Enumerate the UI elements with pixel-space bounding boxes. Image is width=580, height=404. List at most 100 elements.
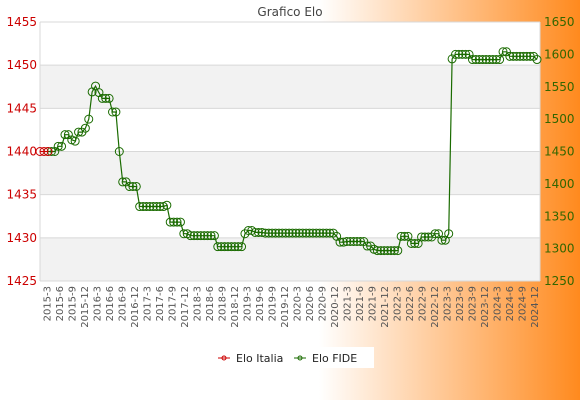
series-elo-fide-point: [471, 55, 481, 65]
series-elo-fide-point: [488, 55, 498, 65]
series-elo-fide-point: [121, 177, 131, 187]
series-elo-fide-point: [529, 51, 539, 61]
series-elo-fide-point: [57, 141, 67, 151]
series-elo-fide-point: [243, 225, 253, 235]
series-elo-fide-point: [60, 130, 70, 140]
right-tick-label: 1600: [544, 47, 575, 61]
series-elo-fide-point: [172, 217, 182, 227]
series-elo-fide-point: [233, 242, 243, 252]
series-elo-fide-point: [315, 228, 325, 238]
x-tick-label: 2024-12: [530, 286, 541, 328]
series-elo-fide-point: [349, 237, 359, 247]
x-tick-label: 2018-6: [205, 286, 216, 321]
series-elo-fide-point: [430, 229, 440, 239]
series-elo-fide-point: [342, 237, 352, 247]
series-elo-fide-point: [318, 228, 328, 238]
series-elo-fide-point: [271, 228, 281, 238]
series-elo-fide-point: [250, 227, 260, 237]
series-elo-fide-point: [355, 237, 365, 247]
x-tick-label: 2024-9: [517, 286, 528, 321]
series-elo-fide-point: [277, 228, 287, 238]
series-elo-fide-point: [53, 141, 63, 151]
series-elo-fide-point: [230, 242, 240, 252]
series-elo-fide-point: [417, 232, 427, 242]
series-elo-fide-point: [304, 228, 314, 238]
plot-band: [40, 194, 540, 238]
legend-item: Elo Italia: [218, 352, 283, 365]
series-elo-fide-point: [257, 227, 267, 237]
series-elo-fide-point: [216, 242, 226, 252]
x-tick-label: 2022-12: [430, 286, 441, 328]
series-elo-fide-point: [498, 47, 508, 57]
x-tick-label: 2023-9: [467, 286, 478, 321]
series-elo-fide-point: [301, 228, 311, 238]
x-tick-label: 2016-12: [130, 286, 141, 328]
left-tick-label: 1445: [6, 101, 37, 115]
right-tick-label: 1350: [544, 209, 575, 223]
series-elo-fide-point: [505, 51, 515, 61]
series-elo-fide-point: [111, 107, 121, 117]
series-elo-fide-point: [152, 202, 162, 212]
series-elo-fide-point: [179, 229, 189, 239]
x-tick-label: 2016-3: [92, 286, 103, 321]
series-elo-fide-point: [298, 228, 308, 238]
series-elo-fide-point: [128, 181, 138, 191]
x-tick-label: 2015-3: [42, 286, 53, 321]
right-tick-label: 1300: [544, 242, 575, 256]
right-tick-label: 1550: [544, 80, 575, 94]
series-elo-fide-point: [437, 235, 447, 245]
x-tick-label: 2020-6: [305, 286, 316, 321]
series-elo-fide-point: [379, 246, 389, 256]
x-tick-label: 2024-3: [492, 286, 503, 321]
x-tick-label: 2022-6: [405, 286, 416, 321]
series-elo-fide-point: [328, 228, 338, 238]
series-elo-fide-point: [192, 231, 202, 241]
series-elo-fide-point: [478, 55, 488, 65]
x-tick-label: 2015-9: [67, 286, 78, 321]
x-tick-label: 2021-3: [342, 286, 353, 321]
series-elo-italia-point: [43, 147, 53, 156]
series-elo-fide-point: [410, 238, 420, 248]
series-elo-fide-point: [484, 55, 494, 65]
series-elo-fide-point: [84, 114, 94, 124]
series-elo-fide-point: [400, 231, 410, 241]
x-tick-label: 2016-6: [105, 286, 116, 321]
series-elo-fide-point: [393, 246, 403, 256]
plot-band: [40, 237, 540, 281]
series-elo-fide-point: [345, 237, 355, 247]
series-elo-fide-point: [213, 242, 223, 252]
left-tick-label: 1425: [6, 274, 37, 288]
series-elo-fide-point: [389, 246, 399, 256]
x-tick-label: 2019-6: [255, 286, 266, 321]
series-elo-fide-point: [260, 228, 270, 238]
series-elo-fide-point: [420, 232, 430, 242]
series-elo-fide-point: [461, 49, 471, 59]
series-elo-fide-point: [145, 202, 155, 212]
series-elo-italia-point: [39, 147, 49, 156]
series-elo-fide-point: [451, 49, 460, 59]
series-elo-fide-point: [254, 227, 264, 237]
series-elo-fide-point: [311, 228, 321, 238]
series-elo-fide-point: [447, 54, 457, 64]
series-elo-fide-point: [267, 228, 277, 238]
x-tick-label: 2021-6: [355, 286, 366, 321]
right-tick-label: 1450: [544, 145, 575, 159]
right-tick-label: 1500: [544, 112, 575, 126]
x-tick-label: 2015-12: [80, 286, 91, 328]
series-elo-fide-point: [264, 228, 274, 238]
series-elo-fide-point: [101, 93, 111, 103]
x-tick-label: 2019-3: [242, 286, 253, 321]
series-elo-fide: [43, 47, 542, 256]
series-elo-fide-point: [444, 229, 454, 239]
series-elo-fide-point: [189, 231, 199, 241]
series-elo-fide-point: [199, 231, 209, 241]
x-tick-label: 2018-9: [217, 286, 228, 321]
right-tick-label: 1400: [544, 177, 575, 191]
x-tick-label: 2017-12: [180, 286, 191, 328]
x-tick-label: 2017-6: [155, 286, 166, 321]
left-axis: 1425 1430 1435 1440 1445 1450 1455: [6, 15, 37, 288]
x-tick-label: 2024-6: [505, 286, 516, 321]
x-tick-label: 2021-9: [367, 286, 378, 321]
left-tick-label: 1435: [6, 188, 37, 202]
x-tick-label: 2023-12: [480, 286, 491, 328]
